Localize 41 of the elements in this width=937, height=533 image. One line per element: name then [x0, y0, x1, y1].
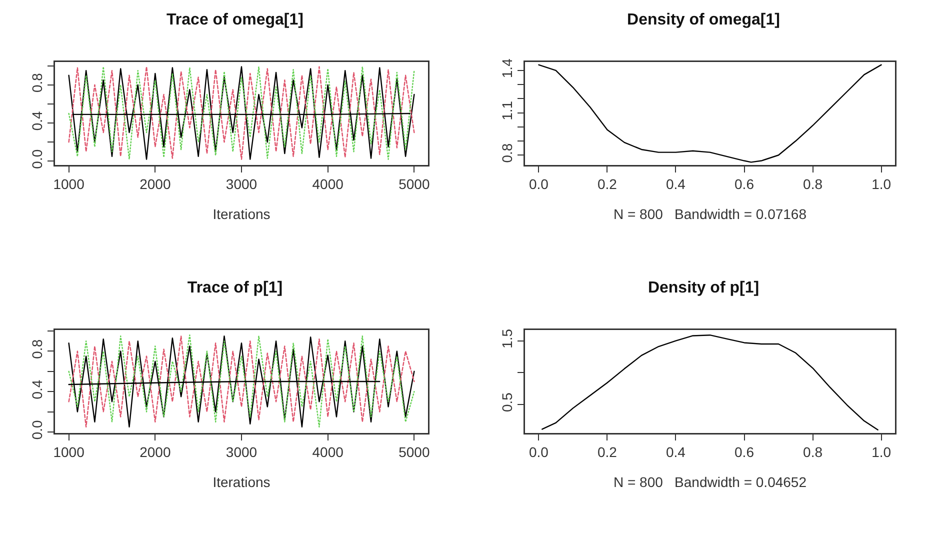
x-tick-label: 1.0	[872, 444, 892, 460]
x-axis-title: N = 800 Bandwidth = 0.07168	[613, 206, 807, 222]
y-tick-label: 1.4	[499, 58, 516, 78]
x-tick-label: 5000	[398, 444, 430, 460]
x-tick-label: 3000	[226, 444, 258, 460]
x-tick-label: 2000	[140, 444, 171, 460]
x-axis-title: N = 800 Bandwidth = 0.04652	[613, 474, 807, 490]
y-tick-label: 0.8	[29, 339, 46, 359]
y-tick-label: 0.8	[499, 143, 516, 163]
x-tick-label: 0.8	[803, 444, 823, 460]
x-tick-label: 0.0	[528, 444, 549, 460]
x-tick-label: 4000	[312, 444, 344, 460]
x-tick-label: 1000	[53, 444, 85, 460]
x-tick-label: 0.2	[597, 444, 618, 460]
x-tick-label: 0.4	[666, 444, 686, 460]
chart-title: Trace of p[1]	[187, 279, 283, 296]
y-tick-label: 0.4	[29, 111, 46, 131]
x-tick-label: 4000	[312, 176, 344, 192]
x-tick-label: 0.8	[803, 176, 823, 192]
y-tick-label: 1.1	[499, 100, 516, 120]
y-tick-label: 0.0	[29, 149, 46, 169]
x-tick-label: 2000	[140, 176, 171, 192]
x-tick-label: 1000	[53, 176, 85, 192]
y-tick-label: 0.0	[29, 420, 46, 440]
x-tick-label: 0.6	[734, 176, 754, 192]
y-tick-label: 0.8	[29, 72, 46, 93]
x-tick-label: 0.2	[597, 176, 618, 192]
x-tick-label: 0.6	[734, 444, 754, 460]
chart-title: Trace of omega[1]	[166, 11, 304, 28]
chart-title: Density of p[1]	[648, 279, 760, 296]
y-tick-label: 1.5	[499, 328, 516, 348]
y-tick-label: 0.5	[499, 392, 516, 412]
x-axis-title: Iterations	[212, 206, 270, 222]
x-tick-label: 5000	[398, 176, 430, 192]
chart-title: Density of omega[1]	[627, 11, 780, 28]
x-tick-label: 0.0	[528, 176, 549, 192]
x-tick-label: 0.4	[666, 176, 686, 192]
y-tick-label: 0.4	[29, 380, 46, 400]
x-axis-title: Iterations	[212, 474, 270, 490]
x-tick-label: 3000	[226, 176, 258, 192]
x-tick-label: 1.0	[872, 176, 892, 192]
